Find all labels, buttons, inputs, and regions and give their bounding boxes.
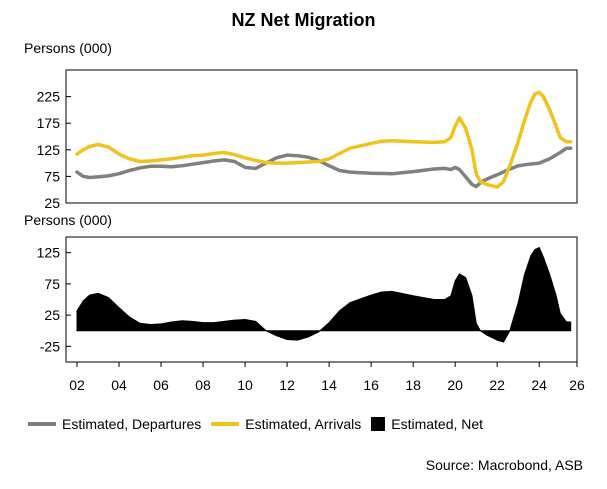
- bottom-y-tick-label: 25: [44, 307, 60, 323]
- bottom-panel: -25 25 75 125 02 04 06 08 10 12 14 16 18 20 22 24 26: [37, 236, 585, 393]
- x-tick-label: 14: [321, 377, 337, 393]
- legend-swatch-net: [371, 417, 386, 431]
- legend-swatch-departures: [28, 422, 56, 426]
- source-note: Source: Macrobond, ASB: [425, 457, 583, 473]
- arrivals-line: [75, 90, 573, 189]
- top-y-tick-label: 125: [37, 142, 61, 158]
- departures-line: [75, 146, 573, 189]
- net-area: [76, 246, 572, 343]
- top-y-tick-label: 175: [37, 115, 61, 131]
- x-tick-label: 12: [279, 377, 295, 393]
- legend-item-departures: Estimated, Departures: [28, 416, 201, 432]
- x-tick-label: 06: [153, 377, 169, 393]
- legend-swatch-arrivals: [211, 422, 240, 426]
- bottom-panel-unit-label: Persons (000): [24, 212, 112, 228]
- bottom-panel-frame: [65, 236, 578, 363]
- top-y-tick-label: 225: [37, 89, 61, 105]
- top-y-tick-label: 25: [44, 195, 60, 211]
- legend-label-departures: Estimated, Departures: [62, 416, 202, 432]
- legend-label-arrivals: Estimated, Arrivals: [245, 416, 362, 432]
- bottom-y-tick-label: 75: [44, 276, 60, 292]
- x-tick-label: 02: [69, 377, 85, 393]
- top-panel-unit-label: Persons (000): [24, 40, 112, 56]
- bottom-y-tick-label: -25: [40, 338, 60, 354]
- top-panel-frame: [65, 69, 578, 204]
- legend-item-arrivals: Estimated, Arrivals: [211, 416, 361, 432]
- x-tick-label: 04: [111, 377, 127, 393]
- x-tick-label: 20: [447, 377, 463, 393]
- legend: Estimated, Departures Estimated, Arrival…: [28, 416, 493, 432]
- bottom-y-tick-label: 125: [37, 245, 61, 261]
- x-tick-label: 10: [237, 377, 253, 393]
- x-tick-label: 18: [405, 377, 421, 393]
- legend-label-net: Estimated, Net: [391, 416, 484, 432]
- x-tick-label: 22: [489, 377, 505, 393]
- x-tick-label: 08: [195, 377, 211, 393]
- x-tick-label: 16: [363, 377, 379, 393]
- legend-item-net: Estimated, Net: [371, 416, 483, 432]
- x-tick-label: 26: [569, 377, 585, 393]
- chart-title: NZ Net Migration: [231, 10, 376, 30]
- top-panel: 25 75 125 175 225: [37, 69, 578, 211]
- x-tick-label: 24: [531, 377, 547, 393]
- top-y-tick-label: 75: [44, 168, 60, 184]
